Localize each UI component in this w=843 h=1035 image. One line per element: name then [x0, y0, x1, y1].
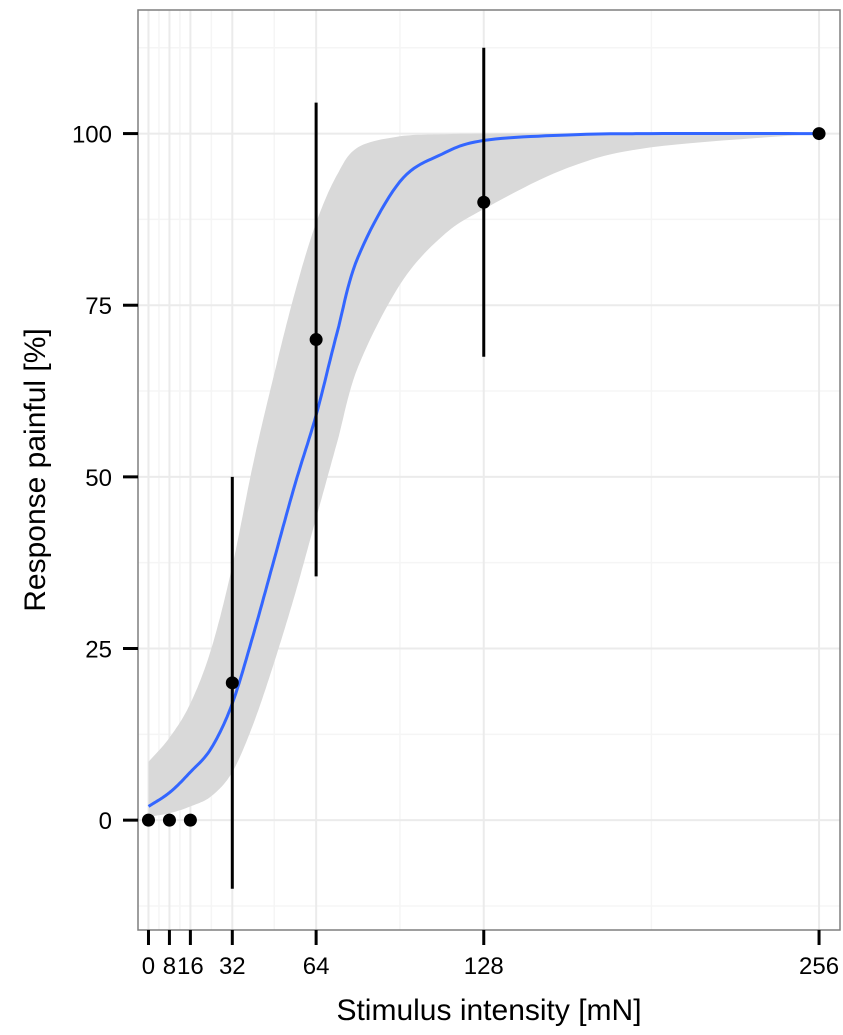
- y-tick-label: 75: [85, 293, 112, 320]
- y-tick-label: 0: [99, 808, 112, 835]
- x-tick-label: 0: [142, 953, 155, 980]
- y-axis-title: Response painful [%]: [19, 328, 52, 612]
- y-tick-label: 100: [72, 122, 112, 149]
- y-tick-label: 25: [85, 637, 112, 664]
- data-point: [225, 676, 239, 690]
- data-point: [162, 813, 176, 827]
- x-tick-label: 64: [303, 953, 330, 980]
- data-point: [477, 195, 491, 209]
- x-tick-label: 128: [464, 953, 504, 980]
- plot-panel-border: [137, 9, 841, 931]
- data-point: [309, 333, 323, 347]
- x-tick-label: 16: [177, 953, 204, 980]
- x-tick-label: 8: [163, 953, 176, 980]
- x-tick-label: 32: [219, 953, 246, 980]
- x-tick-label: 256: [799, 953, 839, 980]
- data-point: [183, 813, 197, 827]
- data-point: [812, 127, 826, 141]
- y-tick-label: 50: [85, 465, 112, 492]
- data-point: [141, 813, 155, 827]
- data-point-layer: [141, 127, 826, 827]
- x-axis-title: Stimulus intensity [mN]: [336, 994, 641, 1027]
